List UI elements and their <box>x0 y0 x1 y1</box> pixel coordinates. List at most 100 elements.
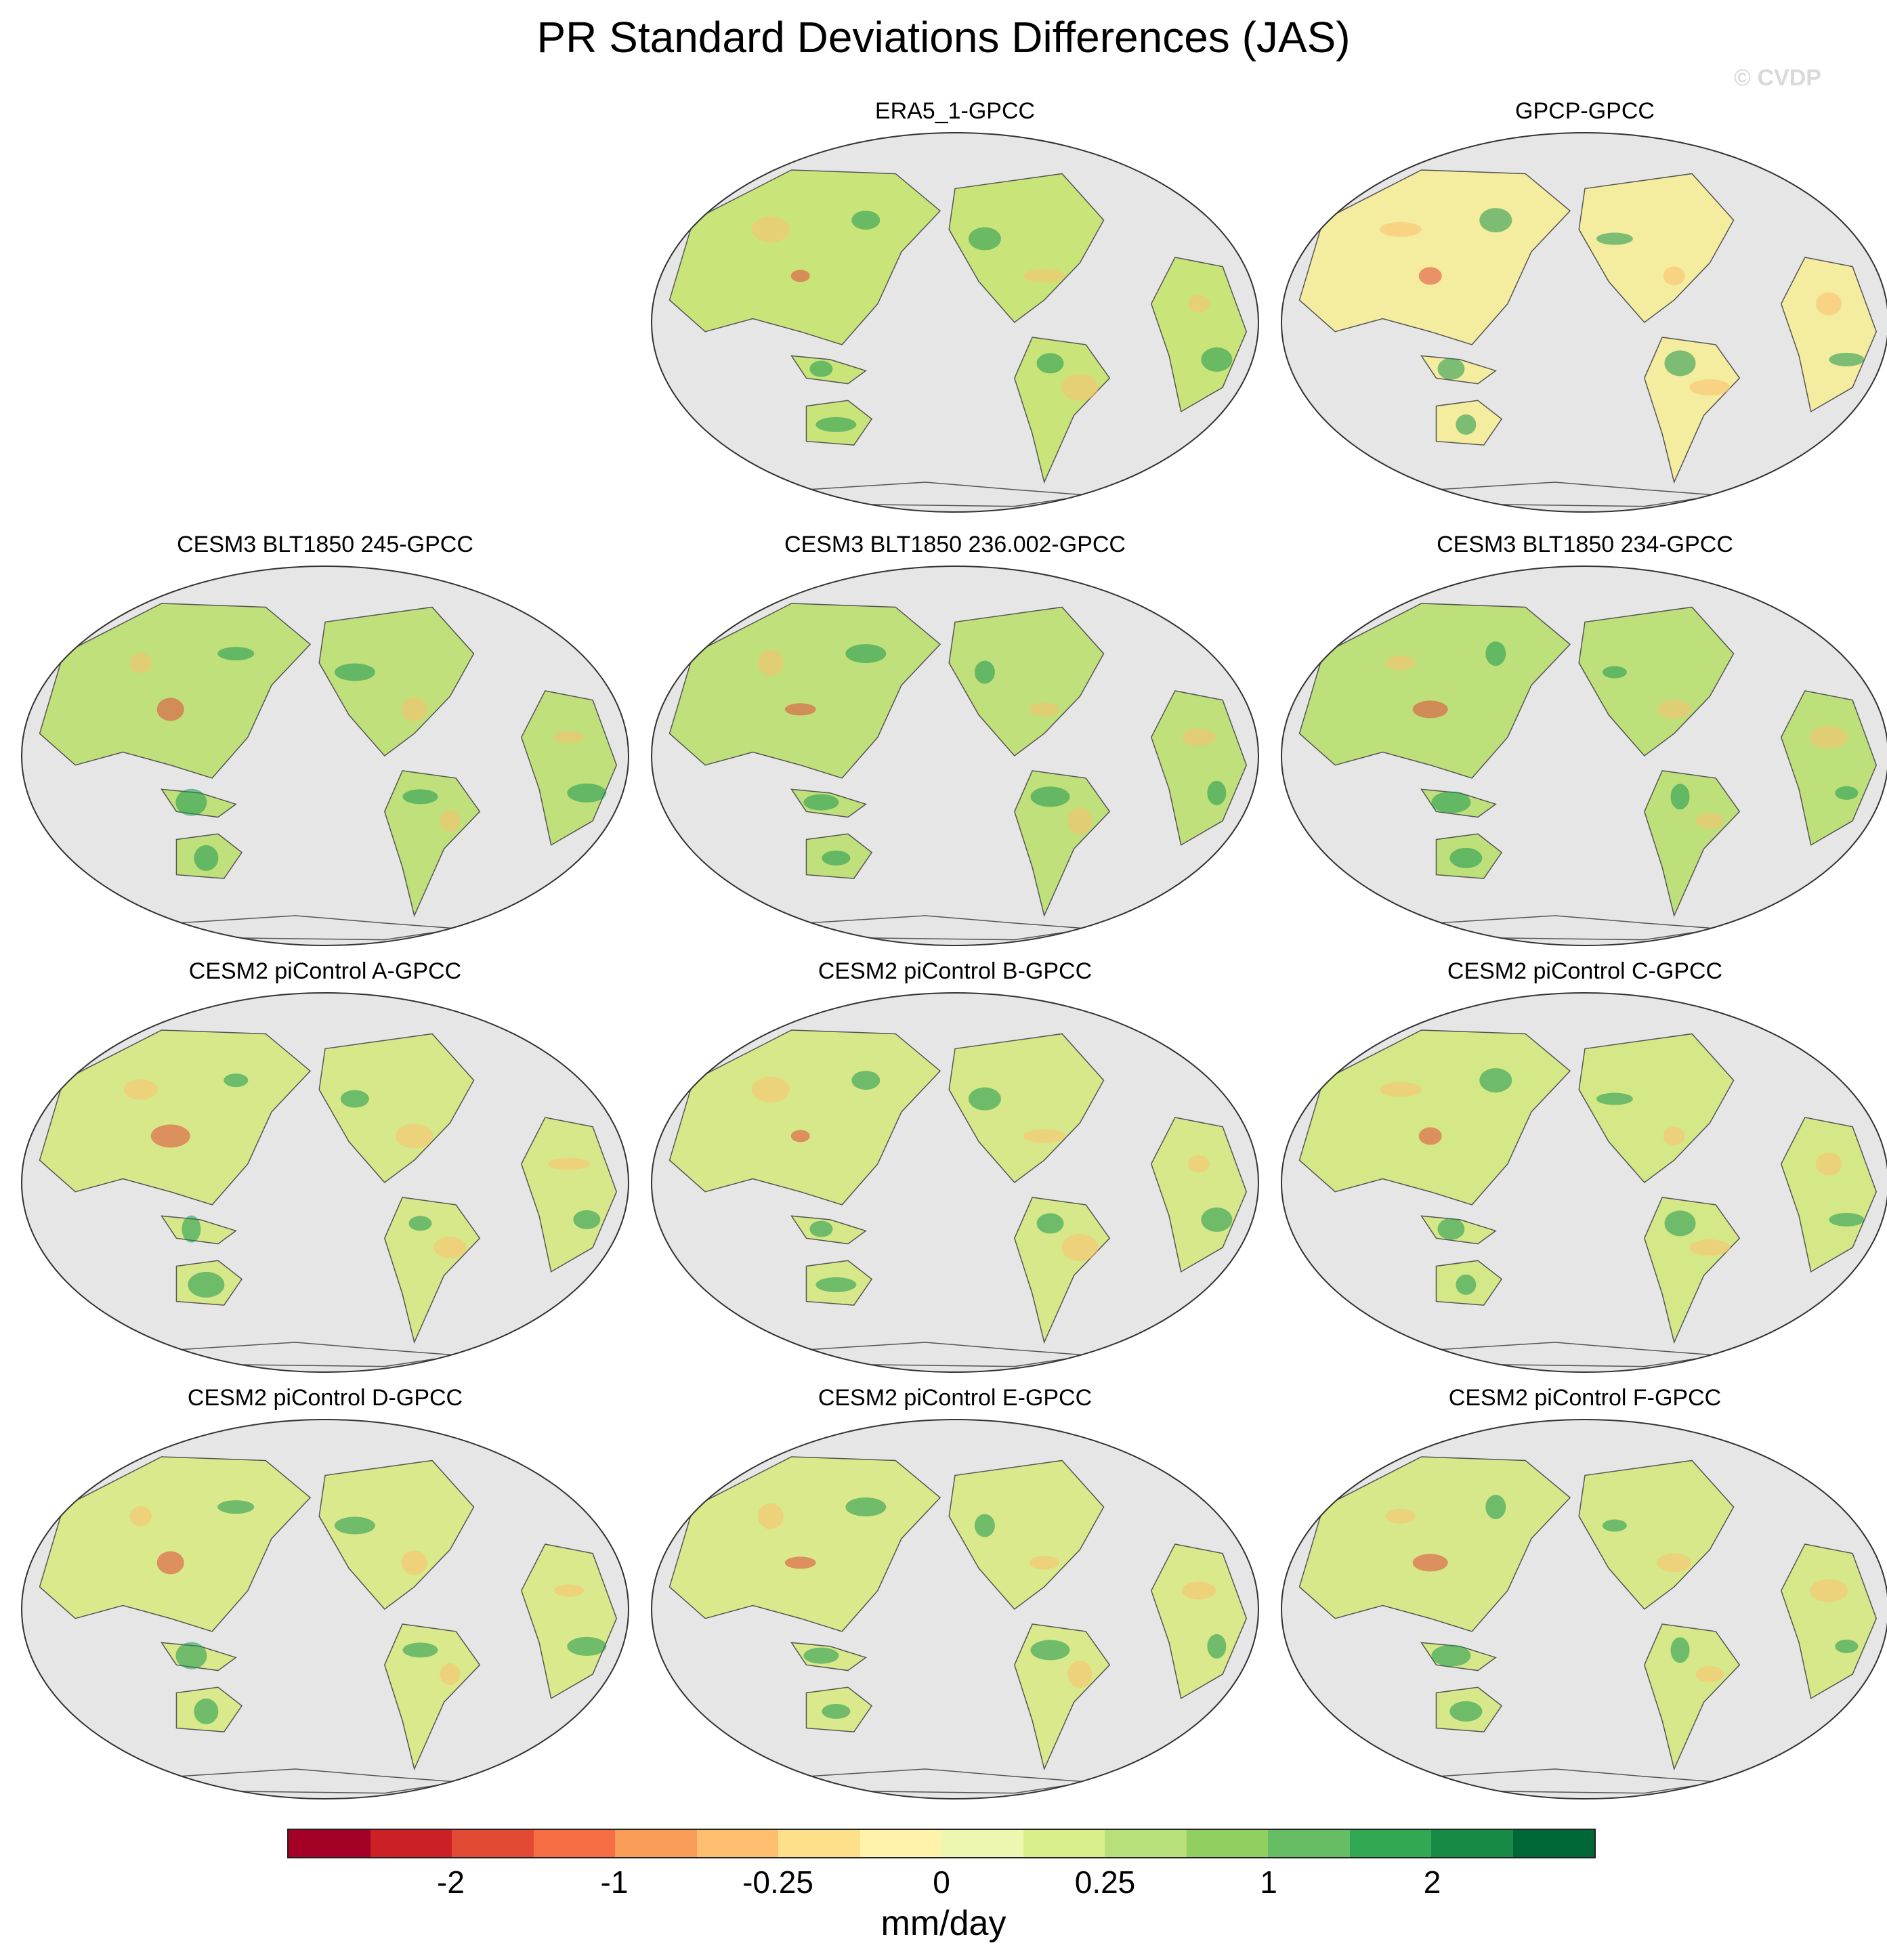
anomaly-patch <box>1479 1068 1512 1093</box>
colorbar-tick-label: -1 <box>600 1865 629 1900</box>
colorbar-segment <box>941 1830 1023 1857</box>
world-map <box>1281 566 1887 946</box>
anomaly-patch <box>1182 728 1216 746</box>
anomaly-patch <box>822 850 851 866</box>
anomaly-patch <box>968 227 1001 251</box>
anomaly-patch <box>217 1500 255 1514</box>
panel-title: CESM2 piControl A-GPCC <box>188 958 462 984</box>
anomaly-patch <box>1663 1126 1685 1146</box>
anomaly-patch <box>1207 780 1227 805</box>
namerica-landmass <box>318 1033 475 1184</box>
anomaly-patch <box>1036 1213 1064 1234</box>
anomaly-patch <box>790 1130 810 1143</box>
map-panel: CESM2 piControl E-GPCC <box>647 1385 1263 1805</box>
anomaly-patch <box>1602 1519 1627 1532</box>
anomaly-patch <box>1829 1212 1865 1227</box>
map-border <box>1281 132 1887 513</box>
map-border <box>651 132 1259 513</box>
anomaly-patch <box>1030 786 1070 807</box>
anomaly-patch <box>175 1642 207 1669</box>
map-border <box>1281 1419 1887 1799</box>
anomaly-patch <box>1664 350 1696 377</box>
namerica-landmass <box>1578 1033 1735 1184</box>
anomaly-patch <box>224 1073 249 1088</box>
colorbar-tick-label: -2 <box>437 1865 465 1900</box>
namerica-landmass <box>1578 606 1735 757</box>
anomaly-patch <box>1663 266 1685 286</box>
anomaly-patch <box>1412 700 1448 719</box>
panel-title: CESM2 piControl C-GPCC <box>1447 958 1723 984</box>
africa-landmass <box>520 690 618 846</box>
anomaly-patch <box>1036 353 1064 374</box>
samerica-landmass <box>1014 1197 1111 1344</box>
samerica-landmass <box>1644 337 1741 484</box>
panel-title: CESM3 BLT1850 236.002-GPCC <box>784 532 1126 557</box>
anomaly-patch <box>790 270 810 282</box>
anomaly-patch <box>217 647 255 661</box>
colorbar-segment <box>1431 1830 1513 1857</box>
colorbar-tick-label: 1 <box>1260 1865 1277 1900</box>
colorbar <box>287 1829 1596 1858</box>
anomaly-patch <box>567 1636 607 1656</box>
anomaly-patch <box>784 1556 816 1569</box>
anomaly-patch <box>1602 666 1627 679</box>
map-panel: CESM2 piControl C-GPCC <box>1277 958 1887 1378</box>
anomaly-patch <box>395 1124 433 1149</box>
anomaly-patch <box>1385 655 1416 670</box>
namerica-landmass <box>318 1460 475 1611</box>
anomaly-patch <box>1418 1127 1442 1145</box>
anomaly-patch <box>974 660 995 684</box>
world-map <box>21 992 629 1373</box>
anomaly-patch <box>1061 374 1099 402</box>
anomaly-patch <box>123 1079 158 1100</box>
anomaly-patch <box>1188 295 1210 313</box>
map-border <box>651 566 1259 946</box>
anomaly-patch <box>1385 1508 1416 1524</box>
anomaly-patch <box>334 663 375 681</box>
africa-landmass <box>1150 1117 1248 1273</box>
map-border <box>21 566 629 946</box>
colorbar-tick-label: 0 <box>933 1865 950 1900</box>
map-border <box>21 1419 629 1799</box>
panel-title: CESM2 piControl E-GPCC <box>818 1385 1093 1411</box>
namerica-landmass <box>948 173 1105 324</box>
anomaly-patch <box>968 1087 1001 1111</box>
world-map <box>21 1419 629 1799</box>
africa-landmass <box>1150 257 1248 412</box>
colorbar-tick-label: 0.25 <box>1074 1865 1136 1900</box>
world-map <box>1281 992 1887 1373</box>
samerica-landmass <box>384 770 481 918</box>
anomaly-patch <box>440 810 461 832</box>
anomaly-patch <box>1431 791 1471 813</box>
anomaly-patch <box>1829 352 1865 366</box>
anomaly-patch <box>401 1550 427 1575</box>
anomaly-patch <box>194 1698 219 1724</box>
map-panel: CESM3 BLT1850 236.002-GPCC <box>647 532 1263 952</box>
anomaly-patch <box>1437 358 1465 380</box>
samerica-landmass <box>1644 770 1741 918</box>
anomaly-patch <box>1816 1152 1842 1176</box>
anomaly-patch <box>554 1584 585 1597</box>
anomaly-patch <box>1431 1644 1471 1667</box>
anomaly-patch <box>803 1647 839 1664</box>
asia-landmass <box>39 603 312 779</box>
colorbar-segment <box>370 1830 452 1857</box>
colorbar-segment <box>1186 1830 1268 1857</box>
anomaly-patch <box>401 697 427 722</box>
anomaly-patch <box>1664 1210 1696 1237</box>
anomaly-patch <box>815 1277 857 1292</box>
anomaly-patch <box>1835 1639 1859 1653</box>
anomaly-patch <box>1835 786 1859 800</box>
namerica-landmass <box>948 1460 1105 1611</box>
anomaly-patch <box>433 1237 467 1259</box>
namerica-landmass <box>948 606 1105 757</box>
colorbar-segment <box>1023 1830 1105 1857</box>
anomaly-patch <box>1412 1554 1448 1572</box>
anomaly-patch <box>573 1210 601 1229</box>
anomaly-patch <box>1689 1239 1731 1256</box>
panel-title: ERA5_1-GPCC <box>874 98 1036 124</box>
map-panel: CESM2 piControl D-GPCC <box>17 1385 633 1805</box>
anomaly-patch <box>1029 1556 1059 1570</box>
colorbar-segment <box>533 1830 615 1857</box>
world-map <box>651 566 1259 946</box>
